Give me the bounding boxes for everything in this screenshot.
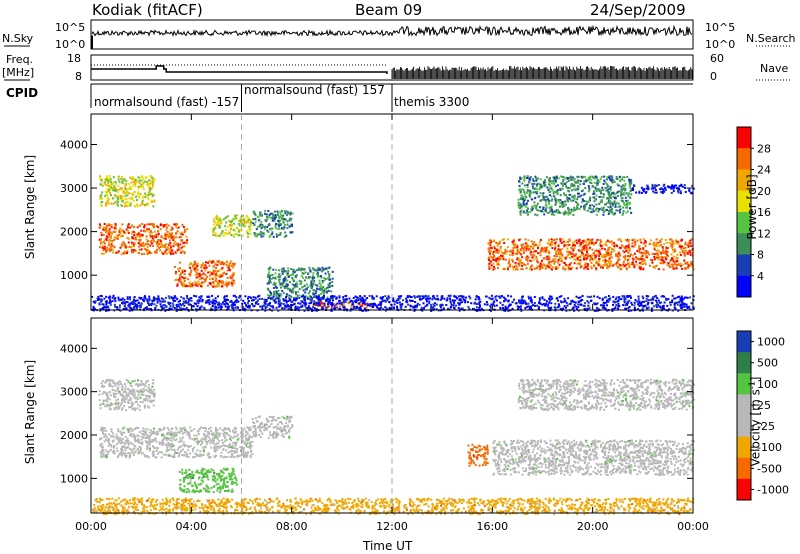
velocity-colorbar-tick-label-6: -500 <box>757 462 782 475</box>
power-ylabel: Slant Range [km] <box>23 154 37 260</box>
noise-left-tick-top: 10^5 <box>55 21 86 34</box>
velocity-ytick-label-0: 1000 <box>60 472 88 485</box>
power-colorbar-tick-label-6: 4 <box>757 270 764 283</box>
noise-right-tick-bottom: 10^0 <box>705 38 736 51</box>
power-colorbar-bin-5 <box>737 233 751 255</box>
power-colorbar-tick-label-3: 16 <box>757 206 771 219</box>
noise-search-label: N.Search <box>746 32 796 45</box>
freq-label-bottom: [MHz] <box>2 66 35 79</box>
freq-panel-frame <box>90 54 694 81</box>
nave-label: Nave <box>760 62 789 75</box>
velocity-colorbar-tick-label-3: 25 <box>757 399 771 412</box>
velocity-colorbar-tick-label-4: -25 <box>757 420 775 433</box>
velocity-colorbar-tick-label-0: 1000 <box>757 336 785 349</box>
cpid-segment-2: normalsound (fast) 157 <box>244 83 385 97</box>
power-colorbar-tick-label-4: 12 <box>757 227 771 240</box>
velocity-colorbar-bin-2 <box>737 373 751 395</box>
velocity-colorbar-label-main: Velocity [m s <box>748 389 763 467</box>
power-colorbar-tick-label-1: 24 <box>757 164 771 177</box>
xtick-label-6: 00:00 <box>677 520 709 533</box>
freq-series-dense <box>391 66 693 79</box>
beam-title: Beam 09 <box>355 1 423 19</box>
velocity-ytick-label-1: 2000 <box>60 429 88 442</box>
xtick-label-0: 00:00 <box>75 520 107 533</box>
power-colorbar-bin-4 <box>737 212 751 234</box>
velocity-colorbar-tick-label-1: 500 <box>757 357 778 370</box>
noise-right-tick-top: 10^5 <box>705 21 736 34</box>
velocity-colorbar-label-end: ] <box>748 376 763 382</box>
xtick-label-2: 08:00 <box>276 520 308 533</box>
power-colorbar-bin-0 <box>737 127 751 149</box>
velocity-colorbar-bin-6 <box>737 457 751 480</box>
cpid-segment-3: themis 3300 <box>394 95 470 109</box>
velocity-ytick-label-3: 4000 <box>60 342 88 355</box>
velocity-colorbar-bin-4 <box>737 415 751 438</box>
freq-tick-top: 18 <box>67 52 81 65</box>
power-colorbar-label: Power [dB] <box>745 174 759 240</box>
velocity-colorbar-label: Velocity [m s-1] <box>748 367 763 477</box>
xtick-label-4: 16:00 <box>476 520 508 533</box>
power-colorbar-bin-6 <box>737 254 751 277</box>
velocity-colorbar-tick-label-2: 100 <box>757 378 778 391</box>
power-colorbar-tick-label-2: 20 <box>757 185 771 198</box>
freq-tick-bottom: 8 <box>75 70 82 83</box>
velocity-colorbar-tick-label-7: -1000 <box>757 483 789 496</box>
velocity-colorbar-bin-7 <box>737 478 751 501</box>
xtick-label-1: 04:00 <box>175 520 207 533</box>
cpid-segment-1: normalsound (fast) -157 <box>94 95 240 109</box>
velocity-ylabel: Slant Range [km] <box>23 359 37 465</box>
power-colorbar-tick-label-5: 8 <box>757 249 764 262</box>
velocity-colorbar-bin-0 <box>737 331 751 353</box>
nave-tick-top: 60 <box>710 52 724 65</box>
velocity-colorbar-bin-3 <box>737 394 751 416</box>
power-ytick-label-0: 1000 <box>60 269 88 282</box>
power-colorbar-bin-3 <box>737 190 751 213</box>
velocity-colorbar-frame <box>736 330 752 501</box>
power-colorbar-bin-2 <box>737 169 751 192</box>
freq-series <box>91 65 388 74</box>
power-ytick-label-2: 3000 <box>60 182 88 195</box>
power-colorbar-tick-label-0: 28 <box>757 142 771 155</box>
velocity-colorbar-bin-5 <box>737 436 751 459</box>
power-colorbar-bin-7 <box>737 275 751 298</box>
cpid-label: CPID <box>6 86 39 100</box>
velocity-colorbar-bin-1 <box>737 352 751 374</box>
xtick-label-3: 12:00 <box>376 520 408 533</box>
velocity-data-cells <box>92 378 695 515</box>
power-colorbar-bin-1 <box>737 148 751 170</box>
noise-panel-frame <box>90 19 694 50</box>
velocity-colorbar-label-sup: -1 <box>747 381 757 390</box>
noise-left-tick-bottom: 10^0 <box>55 38 86 51</box>
noise-sky-label: N.Sky <box>2 32 34 45</box>
velocity-ytick-label-2: 3000 <box>60 386 88 399</box>
power-ytick-label-3: 4000 <box>60 138 88 151</box>
xtick-label-5: 20:00 <box>577 520 609 533</box>
date-title: 24/Sep/2009 <box>590 1 686 19</box>
freq-label-top: Freq. <box>6 53 34 66</box>
velocity-colorbar-tick-label-5: -100 <box>757 441 782 454</box>
x-axis-label: Time UT <box>363 539 413 553</box>
power-data-cells <box>91 175 695 312</box>
noise-sky-series <box>91 24 693 38</box>
radar-title: Kodiak (fitACF) <box>92 1 203 19</box>
nave-tick-bottom: 0 <box>710 70 717 83</box>
power-ytick-label-1: 2000 <box>60 226 88 239</box>
